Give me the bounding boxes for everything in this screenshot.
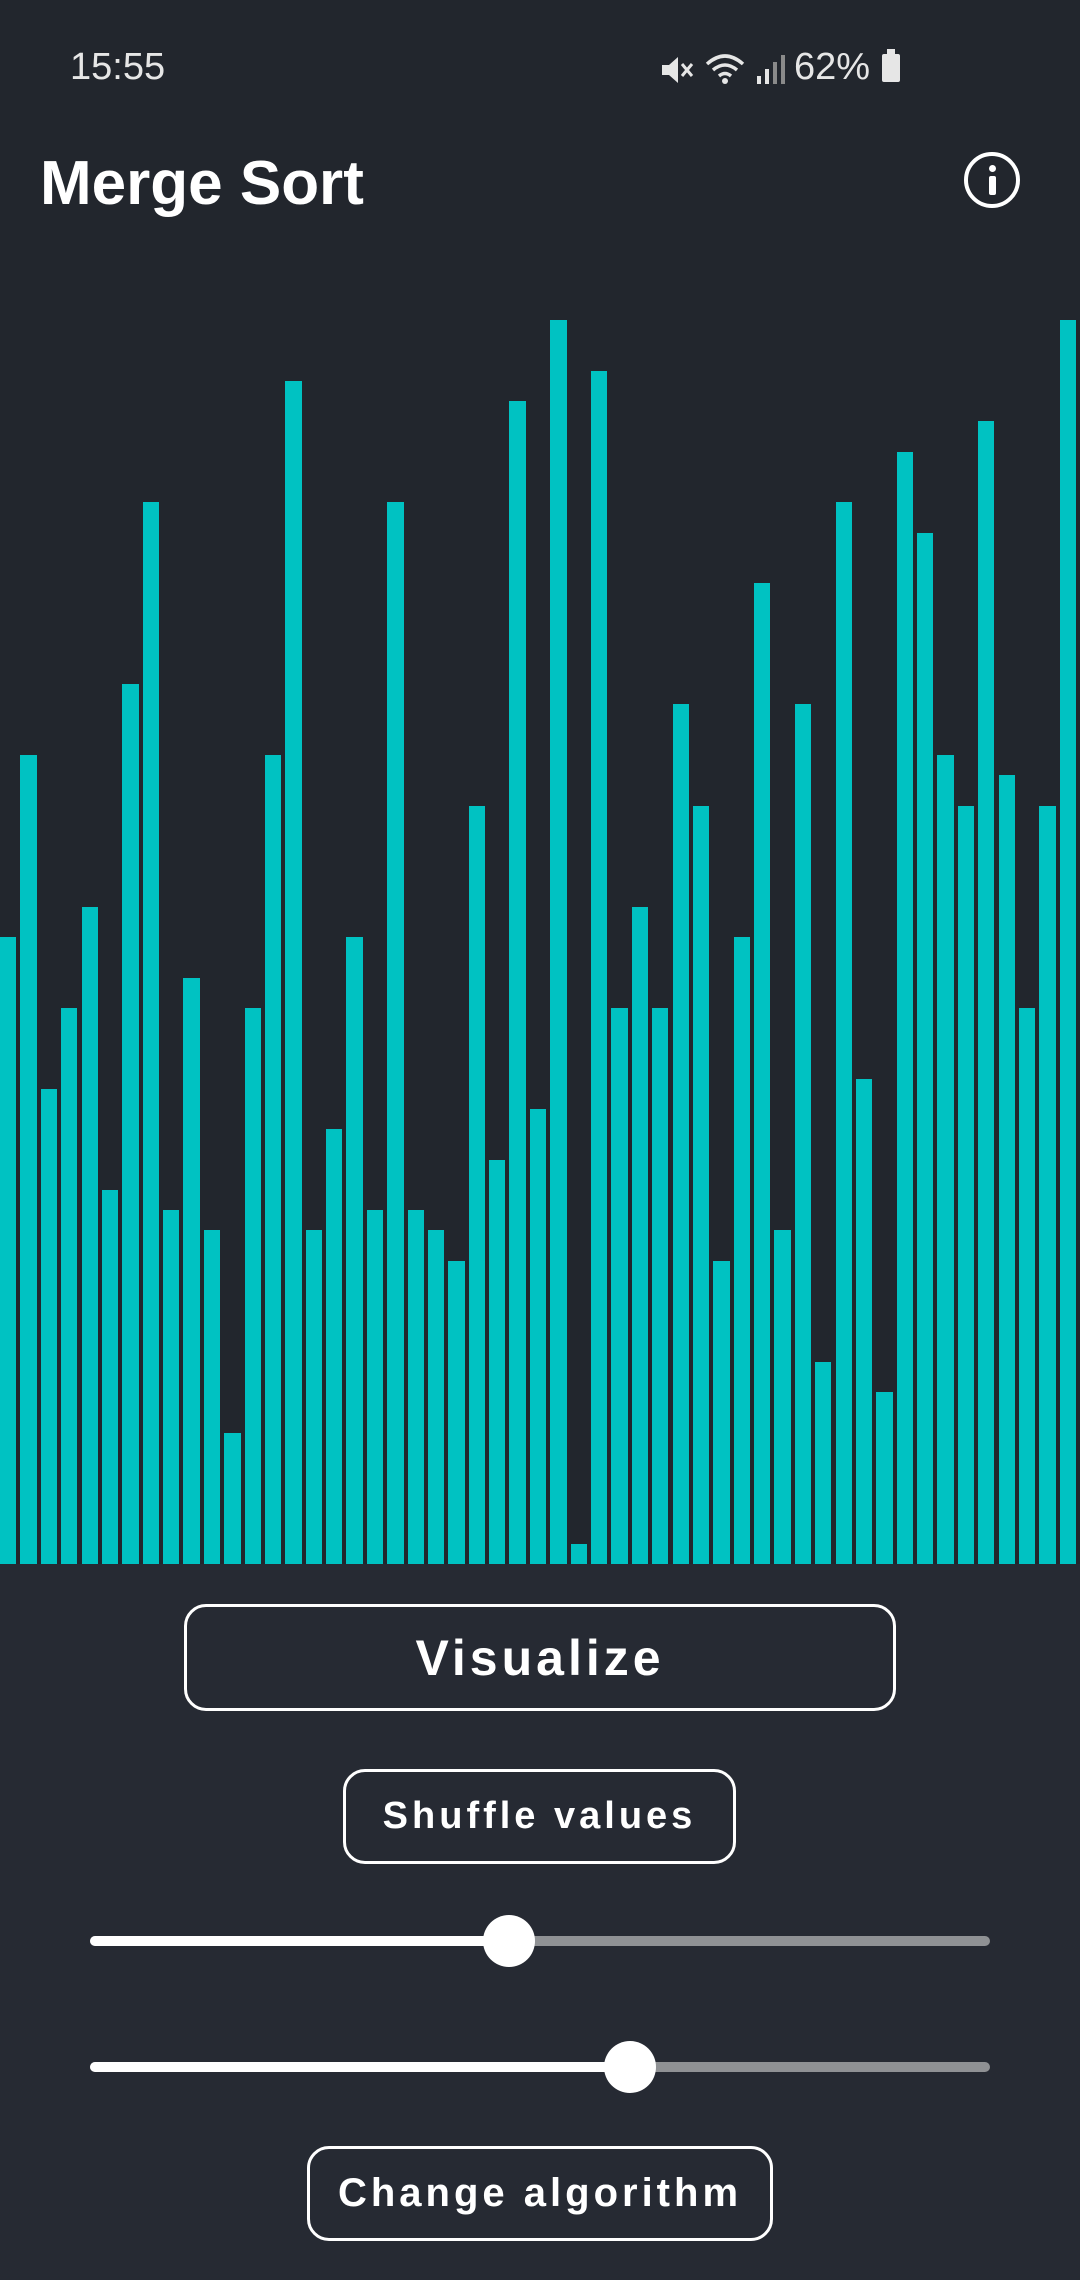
bar [590, 371, 608, 1564]
page-title: Merge Sort [40, 149, 364, 218]
bar [835, 502, 852, 1564]
bar [183, 978, 200, 1564]
bar [346, 937, 363, 1564]
bar [957, 806, 975, 1564]
bar [998, 775, 1015, 1564]
shuffle-values-button[interactable]: Shuffle values [343, 1769, 736, 1864]
bar [713, 1261, 730, 1564]
bar [672, 704, 689, 1564]
bar [387, 502, 404, 1564]
bar [550, 320, 567, 1564]
bar [876, 1392, 893, 1564]
bar [529, 1109, 547, 1564]
bar [326, 1129, 343, 1564]
status-time: 15:55 [70, 46, 166, 88]
bar [1059, 320, 1076, 1564]
bar [427, 1230, 445, 1564]
bar [1039, 806, 1056, 1564]
bar-chart [0, 320, 1076, 1564]
bar [692, 806, 710, 1564]
bar [448, 1261, 465, 1564]
bar [163, 1210, 180, 1564]
bar [978, 421, 995, 1564]
bar [754, 583, 771, 1564]
bar [774, 1230, 791, 1564]
bar [285, 381, 302, 1564]
bar [509, 401, 526, 1564]
speed-slider-track [90, 1936, 990, 1946]
signal-icon [757, 55, 785, 84]
speed-slider-thumb[interactable] [482, 1915, 535, 1967]
bar [122, 684, 139, 1564]
bar [40, 1089, 58, 1564]
bar [1018, 1008, 1036, 1564]
size-slider-thumb[interactable] [604, 2041, 656, 2093]
size-slider-fill [90, 2062, 630, 2072]
info-icon[interactable] [964, 152, 1020, 208]
bar [917, 533, 934, 1564]
bar [366, 1210, 384, 1564]
bar [264, 755, 282, 1564]
bar [570, 1544, 587, 1564]
bar [855, 1079, 873, 1564]
bar [937, 755, 954, 1564]
speed-slider[interactable] [90, 1910, 990, 1970]
bar [652, 1008, 669, 1564]
status-bar: 15:55 62% [0, 0, 1080, 140]
bar [81, 907, 98, 1564]
bar [468, 806, 486, 1564]
bar [794, 704, 812, 1564]
bar [896, 452, 913, 1564]
bar [815, 1362, 832, 1564]
bar [244, 1008, 261, 1564]
wifi-icon [705, 54, 745, 84]
bar [611, 1008, 628, 1564]
bar [0, 937, 17, 1564]
change-algorithm-button[interactable]: Change algorithm [307, 2146, 773, 2241]
bar [305, 1230, 323, 1564]
mute-icon [662, 57, 694, 83]
bar [20, 755, 37, 1564]
bar [489, 1160, 506, 1564]
bar [142, 502, 159, 1564]
battery-icon [882, 49, 900, 82]
bar [203, 1230, 221, 1564]
speed-slider-fill [90, 1936, 509, 1946]
bar [407, 1210, 424, 1564]
visualize-button[interactable]: Visualize [184, 1604, 896, 1711]
bar [631, 907, 649, 1564]
bar [101, 1190, 119, 1564]
bar [733, 937, 750, 1564]
array-size-slider[interactable] [90, 2036, 990, 2096]
bar [224, 1433, 241, 1564]
battery-percentage: 62% [793, 46, 870, 88]
bar [61, 1008, 78, 1564]
